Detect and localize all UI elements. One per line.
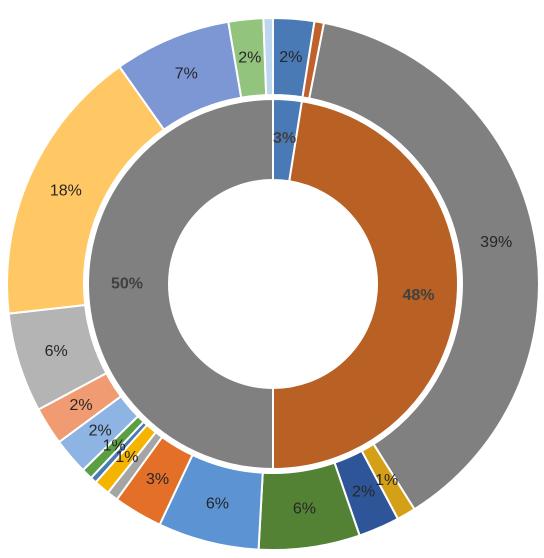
outer-ring-label-6: 6% [206,496,229,513]
outer-ring-label-5: 6% [293,500,316,517]
outer-ring-label-12: 2% [89,423,112,440]
outer-ring-label-17: 2% [238,50,261,67]
outer-ring-label-16: 7% [175,66,198,83]
outer-ring-label-3: 1% [375,472,398,489]
inner-ring-label-2: 50% [111,276,143,293]
outer-ring-label-11: 1% [103,438,126,455]
outer-ring-slice-18 [262,16,274,97]
outer-ring-slice-2 [308,21,540,511]
outer-ring-label-2: 39% [480,234,512,251]
outer-ring-label-0: 2% [279,49,302,66]
outer-ring-label-4: 2% [352,484,375,501]
inner-ring-label-0: 3% [273,130,296,147]
outer-ring-label-14: 6% [45,343,68,360]
inner-ring-slice-1 [272,100,459,470]
outer-ring-label-15: 18% [50,183,82,200]
inner-ring-label-1: 48% [402,287,434,304]
outer-ring-label-7: 3% [146,471,169,488]
outer-ring-label-13: 2% [70,397,93,414]
inner-ring-slice-2 [87,98,274,470]
outer-ring-label-9: 1% [115,449,138,466]
